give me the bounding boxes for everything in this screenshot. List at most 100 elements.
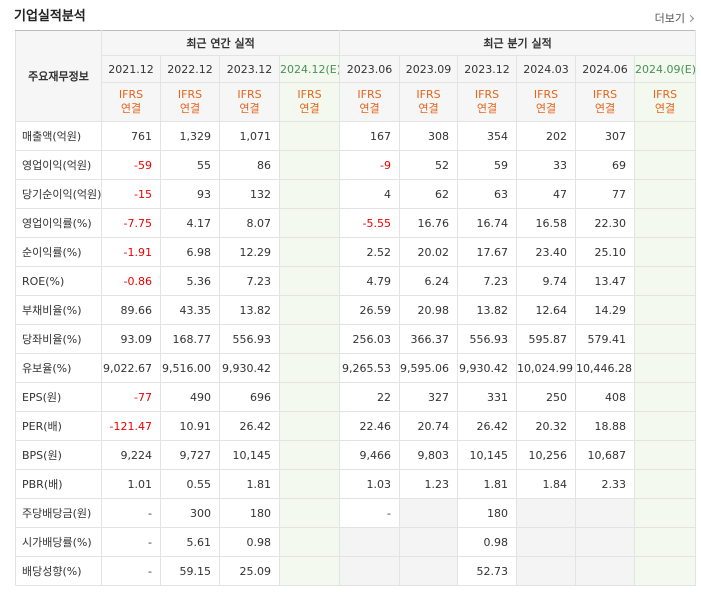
group-header: 최근 분기 실적 [339,30,697,56]
cell: 20.98 [399,295,459,325]
cell: 7.23 [219,266,280,296]
period: 2023.09 [399,55,459,83]
cell: 59.15 [160,556,220,586]
basis-line: IFRS [118,88,144,101]
basis: IFRS 연결 [339,82,401,122]
cell [634,382,697,412]
cell [516,556,577,586]
cell [278,469,341,499]
cell [634,266,697,296]
data-row: 영업이익률(%) -7.75 4.17 8.07 -5.55 16.76 16.74 16.5… [15,208,697,238]
basis-line: IFRS [416,88,441,101]
basis-line: IFRS [357,88,382,101]
cell: 89.66 [101,295,161,325]
cell [278,498,341,528]
data-row: EPS(원) -77 490 696 22 327 331 250 408 [15,382,697,412]
cell: 1.81 [219,469,280,499]
row-label: 영업이익(억원) [15,150,102,180]
period: 2024.06 [575,55,636,83]
cell: 307 [575,121,636,151]
cell: 77 [575,179,636,209]
cell: 12.64 [516,295,577,325]
cell: 22.46 [339,411,401,441]
cell: 9,727 [160,440,220,470]
basis-line: 연결 [594,102,616,115]
cell: 93 [160,179,220,209]
basis-line: IFRS [474,88,500,101]
table-head: 주요재무정보 최근 연간 실적 최근 분기 실적 2021.12 2022.12 2023… [15,30,697,122]
cell: 308 [399,121,459,151]
cell [634,556,697,586]
cell: 0.98 [219,527,280,557]
cell: 1,329 [160,121,220,151]
section-title: 기업실적분석 [14,9,86,24]
cell: 20.32 [516,411,577,441]
cell [575,556,636,586]
cell [278,324,341,354]
basis: IFRS 연결 [399,82,459,122]
basis-line: 연결 [239,102,260,115]
data-row: 유보율(%) 9,022.67 9,516.00 9,930.42 9,265.53 9,… [15,353,697,383]
cell: 6.98 [160,237,220,267]
cell: 579.41 [575,324,636,354]
cell: 256.03 [339,324,401,354]
row-label: ROE(%) [15,266,102,296]
cell: 16.76 [399,208,459,238]
group-header: 최근 연간 실적 [100,30,341,56]
cell: 9,595.06 [399,353,459,383]
cell [634,324,697,354]
more-link[interactable]: 더보기 [655,10,693,26]
basis-line: IFRS [533,88,559,101]
row-label: 순이익률(%) [15,237,102,267]
cell [634,469,697,499]
cell: -1.91 [101,237,161,267]
cell: 12.29 [219,237,280,267]
period: 2024.09(E) [634,55,697,83]
cell: 4.79 [339,266,401,296]
cell: 250 [516,382,577,412]
cell [634,121,697,151]
cell: 18.88 [575,411,636,441]
cell [339,527,401,557]
basis-line: 연결 [299,102,320,115]
row-label: 영업이익률(%) [15,208,102,238]
cell: 9.74 [516,266,577,296]
cell: 86 [219,150,280,180]
basis-line: 연결 [418,102,439,115]
cell: 59 [457,150,518,180]
data-row: 시가배당률(%) -5.61 0.98 0.98 [15,527,697,557]
cell: 6.24 [399,266,459,296]
data-row: 부채비율(%) 89.66 43.35 13.82 26.59 20.98 13.82 12.… [15,295,697,325]
basis-line: 연결 [535,102,557,115]
cell [634,295,697,325]
basis: IFRS 연결 [278,82,341,122]
cell: 9,022.67 [101,353,161,383]
row-label: BPS(원) [15,440,102,470]
row-label: 유보율(%) [15,353,102,383]
basis: IFRS 연결 [634,82,697,122]
row-label: 당기순이익(억원) [15,179,102,209]
cell [278,527,341,557]
data-row: BPS(원) 9,224 9,727 10,145 9,466 9,803 10,145 10… [15,440,697,470]
cell: -59 [101,150,161,180]
cell: 180 [457,498,518,528]
period: 2024.03 [516,55,577,83]
cell [399,498,459,528]
cell [278,266,341,296]
cell [575,527,636,557]
basis: IFRS 연결 [160,82,220,122]
cell: 595.87 [516,324,577,354]
cell [634,353,697,383]
cell [634,237,697,267]
cell: 55 [160,150,220,180]
cell: 180 [219,498,280,528]
basis: IFRS 연결 [101,82,161,122]
cell: -77 [101,382,161,412]
cell: 1.84 [516,469,577,499]
cell [278,150,341,180]
cell: 132 [219,179,280,209]
cell: 26.59 [339,295,401,325]
row-label: 매출액(억원) [15,121,102,151]
cell: 62 [399,179,459,209]
